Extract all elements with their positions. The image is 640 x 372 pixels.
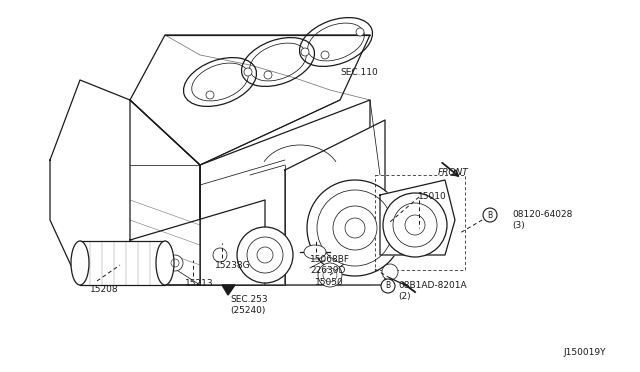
Text: 22630D: 22630D — [310, 266, 346, 275]
Text: 08120-64028: 08120-64028 — [512, 210, 572, 219]
Polygon shape — [130, 200, 265, 285]
Polygon shape — [222, 285, 235, 295]
Text: 08B1AD-8201A: 08B1AD-8201A — [398, 281, 467, 290]
Text: B: B — [385, 282, 390, 291]
Circle shape — [244, 68, 252, 76]
Circle shape — [483, 208, 497, 222]
Polygon shape — [80, 241, 165, 285]
Text: SEC.253: SEC.253 — [230, 295, 268, 304]
Circle shape — [206, 91, 214, 99]
Text: (25240): (25240) — [230, 306, 266, 315]
Text: (3): (3) — [512, 221, 525, 230]
Text: (2): (2) — [398, 292, 411, 301]
Text: J150019Y: J150019Y — [563, 348, 605, 357]
Circle shape — [381, 279, 395, 293]
Text: 15050: 15050 — [315, 278, 344, 287]
Circle shape — [382, 264, 398, 280]
Circle shape — [301, 48, 309, 56]
Circle shape — [264, 71, 272, 79]
Text: B: B — [488, 211, 493, 219]
Ellipse shape — [156, 241, 174, 285]
Circle shape — [333, 206, 377, 250]
Polygon shape — [130, 100, 200, 285]
Polygon shape — [130, 35, 370, 165]
Polygon shape — [285, 120, 385, 285]
Circle shape — [213, 248, 227, 262]
Circle shape — [167, 255, 183, 271]
Ellipse shape — [304, 245, 326, 259]
Circle shape — [318, 263, 342, 287]
Text: 15213: 15213 — [185, 279, 214, 288]
Text: SEC.110: SEC.110 — [340, 68, 378, 77]
Text: 15208: 15208 — [90, 285, 118, 294]
Text: 15010: 15010 — [418, 192, 447, 201]
Text: FRONT: FRONT — [438, 168, 468, 177]
Polygon shape — [380, 180, 455, 255]
Polygon shape — [50, 80, 200, 285]
Circle shape — [383, 193, 447, 257]
Circle shape — [321, 51, 329, 59]
Circle shape — [356, 28, 364, 36]
Polygon shape — [200, 100, 370, 285]
Circle shape — [307, 180, 403, 276]
Text: 15068BF: 15068BF — [310, 255, 350, 264]
Text: 15238G: 15238G — [215, 261, 251, 270]
Ellipse shape — [71, 241, 89, 285]
Circle shape — [237, 227, 293, 283]
